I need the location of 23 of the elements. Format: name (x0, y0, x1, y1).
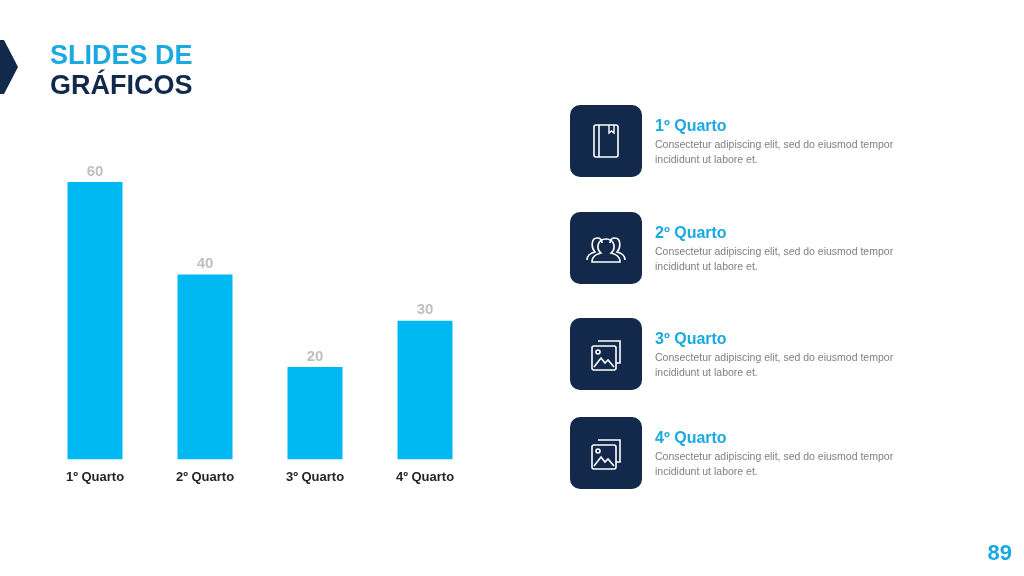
text: 4º Quarto (655, 429, 728, 447)
chart-title: SLIDES DE (50, 40, 193, 70)
bar (397, 320, 453, 460)
text: 2º Quarto (655, 224, 728, 242)
bar (287, 366, 343, 460)
x-tick-label: 1º Quarto (65, 468, 125, 484)
data-label: 40 (196, 254, 214, 272)
x-tick-label: 2º Quarto (175, 468, 235, 484)
text: Consectetur adipiscing elit, sed do eiusmod tempor incididunt ut labore et. (655, 350, 895, 380)
x-tick-label: 3º Quarto (285, 468, 345, 484)
text: 89 (987, 540, 1012, 566)
text: 1º Quarto (655, 117, 728, 135)
text: Consectetur adipiscing elit, sed do eiusmod tempor incididunt ut labore et. (655, 244, 895, 274)
data-label: 20 (306, 346, 324, 364)
text: Consectetur adipiscing elit, sed do eiusmod tempor incididunt ut labore et. (655, 137, 895, 167)
text: 3º Quarto (655, 330, 728, 348)
x-tick-label: 4º Quarto (395, 468, 455, 484)
data-label: 30 (416, 300, 434, 318)
bar (67, 182, 123, 460)
chart-subtitle: GRÁFICOS (50, 70, 193, 100)
bar (177, 274, 233, 460)
text: Consectetur adipiscing elit, sed do eiusmod tempor incididunt ut labore et. (655, 449, 895, 479)
data-label: 60 (86, 161, 104, 179)
